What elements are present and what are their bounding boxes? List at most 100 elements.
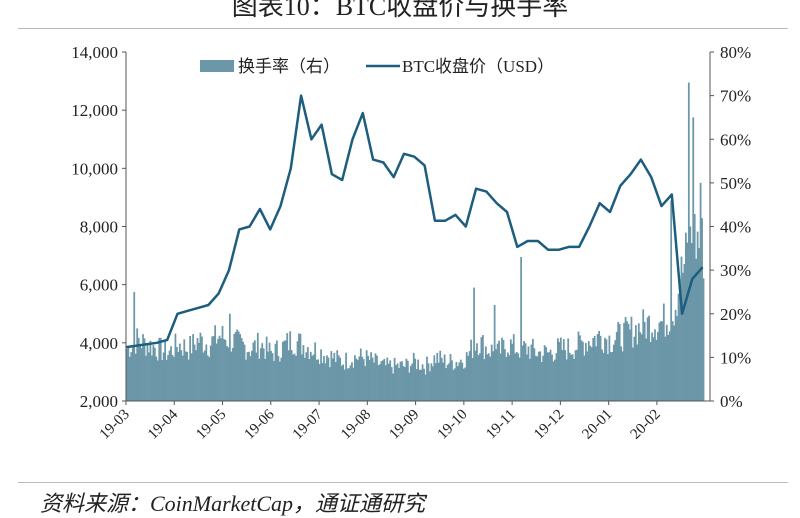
turnover-bar bbox=[451, 360, 453, 401]
turnover-bar bbox=[421, 364, 424, 401]
turnover-bar bbox=[302, 345, 305, 401]
turnover-bar bbox=[580, 340, 583, 401]
turnover-bar bbox=[664, 336, 667, 401]
turnover-bar bbox=[433, 355, 436, 401]
turnover-bar bbox=[431, 366, 434, 401]
turnover-bar bbox=[629, 329, 631, 401]
turnover-bar bbox=[620, 346, 623, 401]
turnover-bar bbox=[449, 354, 452, 401]
turnover-bar bbox=[543, 345, 546, 401]
turnover-bar bbox=[389, 360, 392, 401]
turnover-bar bbox=[639, 332, 642, 401]
turnover-bar bbox=[268, 342, 271, 401]
turnover-bar bbox=[489, 356, 492, 401]
turnover-bar bbox=[317, 359, 320, 401]
turnover-bar bbox=[149, 340, 152, 401]
turnover-bar bbox=[414, 358, 417, 401]
turnover-bar bbox=[265, 336, 268, 401]
turnover-bar bbox=[274, 343, 277, 401]
turnover-bar bbox=[530, 344, 533, 401]
turnover-bar bbox=[595, 346, 598, 401]
turnover-bar bbox=[290, 350, 293, 401]
turnover-bar bbox=[590, 347, 593, 401]
turnover-bar bbox=[551, 354, 553, 401]
turnover-bar bbox=[249, 356, 252, 401]
turnover-bar bbox=[371, 357, 374, 401]
turnover-bar bbox=[380, 361, 383, 401]
turnover-bar bbox=[330, 351, 333, 401]
turnover-bar bbox=[173, 356, 175, 401]
turnover-bar bbox=[471, 357, 474, 401]
turnover-bar bbox=[698, 248, 701, 401]
turnover-bar bbox=[601, 349, 603, 401]
turnover-bar bbox=[218, 335, 221, 401]
y-left-tick-label: 6,000 bbox=[80, 276, 118, 295]
turnover-bar bbox=[286, 333, 289, 401]
turnover-bar bbox=[314, 342, 317, 401]
turnover-bar bbox=[665, 324, 668, 401]
turnover-bar bbox=[437, 362, 440, 401]
turnover-bar bbox=[592, 337, 595, 401]
turnover-bar bbox=[690, 243, 693, 401]
turnover-bar bbox=[495, 349, 498, 401]
turnover-bar bbox=[439, 350, 442, 401]
turnover-bar bbox=[349, 365, 352, 401]
turnover-bar bbox=[565, 359, 568, 401]
turnover-bar bbox=[654, 329, 656, 401]
turnover-bar bbox=[508, 355, 511, 401]
turnover-bar bbox=[693, 214, 696, 401]
turnover-bar bbox=[351, 362, 353, 401]
turnover-bar bbox=[140, 348, 143, 401]
turnover-bar bbox=[128, 356, 131, 401]
turnover-bar bbox=[152, 345, 155, 401]
turnover-bar bbox=[411, 363, 414, 401]
turnover-bar bbox=[671, 321, 674, 401]
turnover-bar bbox=[193, 344, 196, 401]
turnover-bar bbox=[501, 337, 503, 401]
turnover-bar bbox=[668, 331, 671, 401]
turnover-bar bbox=[526, 354, 528, 401]
bottom-divider bbox=[18, 482, 788, 483]
turnover-bar bbox=[126, 348, 128, 401]
turnover-bar bbox=[496, 343, 499, 401]
turnover-bar bbox=[214, 325, 217, 401]
turnover-bar bbox=[148, 352, 150, 401]
turnover-bar bbox=[618, 324, 621, 401]
turnover-bar bbox=[308, 359, 311, 401]
turnover-bar bbox=[509, 339, 512, 401]
y-left-tick-label: 2,000 bbox=[80, 392, 118, 411]
turnover-bar bbox=[277, 355, 280, 401]
turnover-bar bbox=[373, 362, 375, 401]
turnover-bar bbox=[386, 357, 389, 401]
turnover-bar bbox=[461, 362, 464, 401]
turnover-bar bbox=[295, 355, 297, 401]
turnover-bar bbox=[596, 334, 599, 401]
turnover-bar bbox=[511, 343, 514, 401]
turnover-bar bbox=[333, 352, 336, 401]
turnover-bar bbox=[633, 336, 636, 401]
turnover-bar bbox=[168, 350, 171, 401]
turnover-bar bbox=[627, 323, 630, 401]
turnover-bar bbox=[534, 355, 537, 401]
turnover-bar bbox=[303, 357, 306, 401]
turnover-bar bbox=[396, 363, 399, 401]
turnover-bar bbox=[231, 348, 234, 401]
turnover-bar bbox=[198, 342, 200, 401]
turnover-bar bbox=[492, 351, 495, 401]
turnover-bar bbox=[692, 117, 695, 401]
turnover-bar bbox=[242, 341, 244, 401]
turnover-bar bbox=[367, 355, 370, 401]
turnover-bar bbox=[379, 364, 381, 401]
turnover-bar bbox=[630, 316, 633, 401]
turnover-bar bbox=[518, 357, 521, 401]
turnover-bar bbox=[283, 340, 286, 401]
turnover-bar bbox=[184, 351, 187, 401]
turnover-bar bbox=[465, 352, 468, 401]
turnover-bar bbox=[233, 333, 236, 401]
turnover-bar bbox=[423, 368, 425, 401]
turnover-bar bbox=[512, 334, 515, 401]
turnover-bar bbox=[661, 321, 664, 401]
turnover-bar bbox=[205, 344, 208, 401]
y-right-tick-label: 20% bbox=[720, 305, 751, 324]
chart-title: 图表10：BTC收盘价与换手率 bbox=[231, 0, 569, 21]
